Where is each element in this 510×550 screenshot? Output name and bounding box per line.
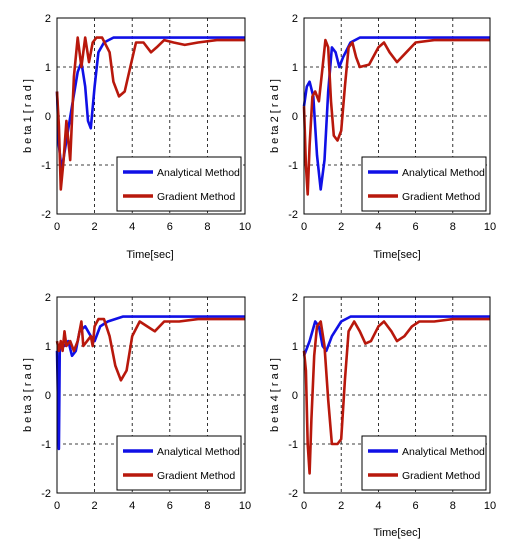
- x-tick-label: 2: [338, 221, 344, 233]
- y-axis-label: b e ta 3 [ r a d ]: [22, 358, 34, 432]
- x-tick-label: 8: [450, 221, 456, 233]
- x-tick-label: 2: [92, 221, 98, 233]
- x-tick-label: 6: [167, 500, 173, 512]
- x-axis-label: Time[sec]: [126, 249, 173, 261]
- axes-frame: [56, 17, 246, 215]
- y-tick-label: 0: [45, 111, 51, 123]
- x-tick-label: 4: [129, 500, 135, 512]
- series-line-gradient: [302, 317, 490, 475]
- x-tick-label: 4: [375, 500, 381, 512]
- y-tick-label: -2: [288, 488, 298, 500]
- y-axis-label: b e ta 1 [ r a d ]: [22, 79, 34, 153]
- y-tick-label: 1: [45, 341, 51, 353]
- legend: Analytical Method Gradient Method: [116, 435, 242, 491]
- x-tick-label: 10: [484, 500, 496, 512]
- legend: Analytical Method Gradient Method: [361, 156, 487, 212]
- x-tick-label: 0: [301, 221, 307, 233]
- x-axis-label: Time[sec]: [373, 249, 420, 261]
- legend-label: Gradient Method: [157, 191, 235, 203]
- x-tick-label: 4: [375, 221, 381, 233]
- y-tick-label: 2: [292, 292, 298, 304]
- y-tick-label: -1: [288, 160, 298, 172]
- legend-label: Gradient Method: [157, 470, 235, 482]
- x-tick-label: 6: [413, 500, 419, 512]
- axes-frame: [303, 296, 491, 494]
- legend-label: Gradient Method: [402, 191, 480, 203]
- x-tick-label: 4: [129, 221, 135, 233]
- x-tick-label: 8: [204, 500, 210, 512]
- y-axis-label: b e ta 4 [ r a d ]: [269, 358, 281, 432]
- axes-frame: [303, 17, 491, 215]
- x-tick-label: 0: [54, 500, 60, 512]
- series-line-gradient: [55, 36, 245, 191]
- legend-box: [116, 435, 242, 491]
- y-tick-label: -1: [41, 160, 51, 172]
- series-line-analytical: [302, 315, 490, 357]
- x-tick-label: 10: [239, 500, 251, 512]
- series-line-analytical: [55, 36, 245, 172]
- y-tick-label: -2: [288, 209, 298, 221]
- y-tick-label: 1: [292, 62, 298, 74]
- y-tick-label: 1: [292, 341, 298, 353]
- legend-label: Analytical Method: [402, 446, 485, 458]
- series-line-gradient: [55, 317, 245, 382]
- y-tick-label: 2: [45, 13, 51, 25]
- legend-label: Gradient Method: [402, 470, 480, 482]
- y-tick-label: -1: [288, 439, 298, 451]
- y-tick-label: 1: [45, 62, 51, 74]
- x-tick-label: 0: [301, 500, 307, 512]
- x-tick-label: 0: [54, 221, 60, 233]
- series-line-analytical: [55, 315, 245, 451]
- x-axis-label: Time[sec]: [373, 527, 420, 539]
- x-tick-label: 10: [239, 221, 251, 233]
- y-tick-label: 0: [292, 390, 298, 402]
- y-tick-label: 2: [45, 292, 51, 304]
- legend: Analytical Method Gradient Method: [361, 435, 487, 491]
- x-tick-label: 8: [450, 500, 456, 512]
- axes-frame: [56, 296, 246, 494]
- y-tick-label: -2: [41, 209, 51, 221]
- y-tick-label: 0: [45, 390, 51, 402]
- x-tick-label: 10: [484, 221, 496, 233]
- legend-box: [361, 156, 487, 212]
- x-tick-label: 2: [92, 500, 98, 512]
- legend-box: [116, 156, 242, 212]
- y-tick-label: -1: [41, 439, 51, 451]
- x-tick-label: 6: [413, 221, 419, 233]
- legend-label: Analytical Method: [157, 167, 240, 179]
- y-tick-label: 2: [292, 13, 298, 25]
- series-line-gradient: [302, 38, 490, 196]
- legend-label: Analytical Method: [157, 446, 240, 458]
- y-tick-label: -2: [41, 488, 51, 500]
- x-tick-label: 6: [167, 221, 173, 233]
- legend-label: Analytical Method: [402, 167, 485, 179]
- legend: Analytical Method Gradient Method: [116, 156, 242, 212]
- y-tick-label: 0: [292, 111, 298, 123]
- y-axis-label: b e ta 2 [ r a d ]: [269, 79, 281, 153]
- x-tick-label: 8: [204, 221, 210, 233]
- x-tick-label: 2: [338, 500, 344, 512]
- legend-box: [361, 435, 487, 491]
